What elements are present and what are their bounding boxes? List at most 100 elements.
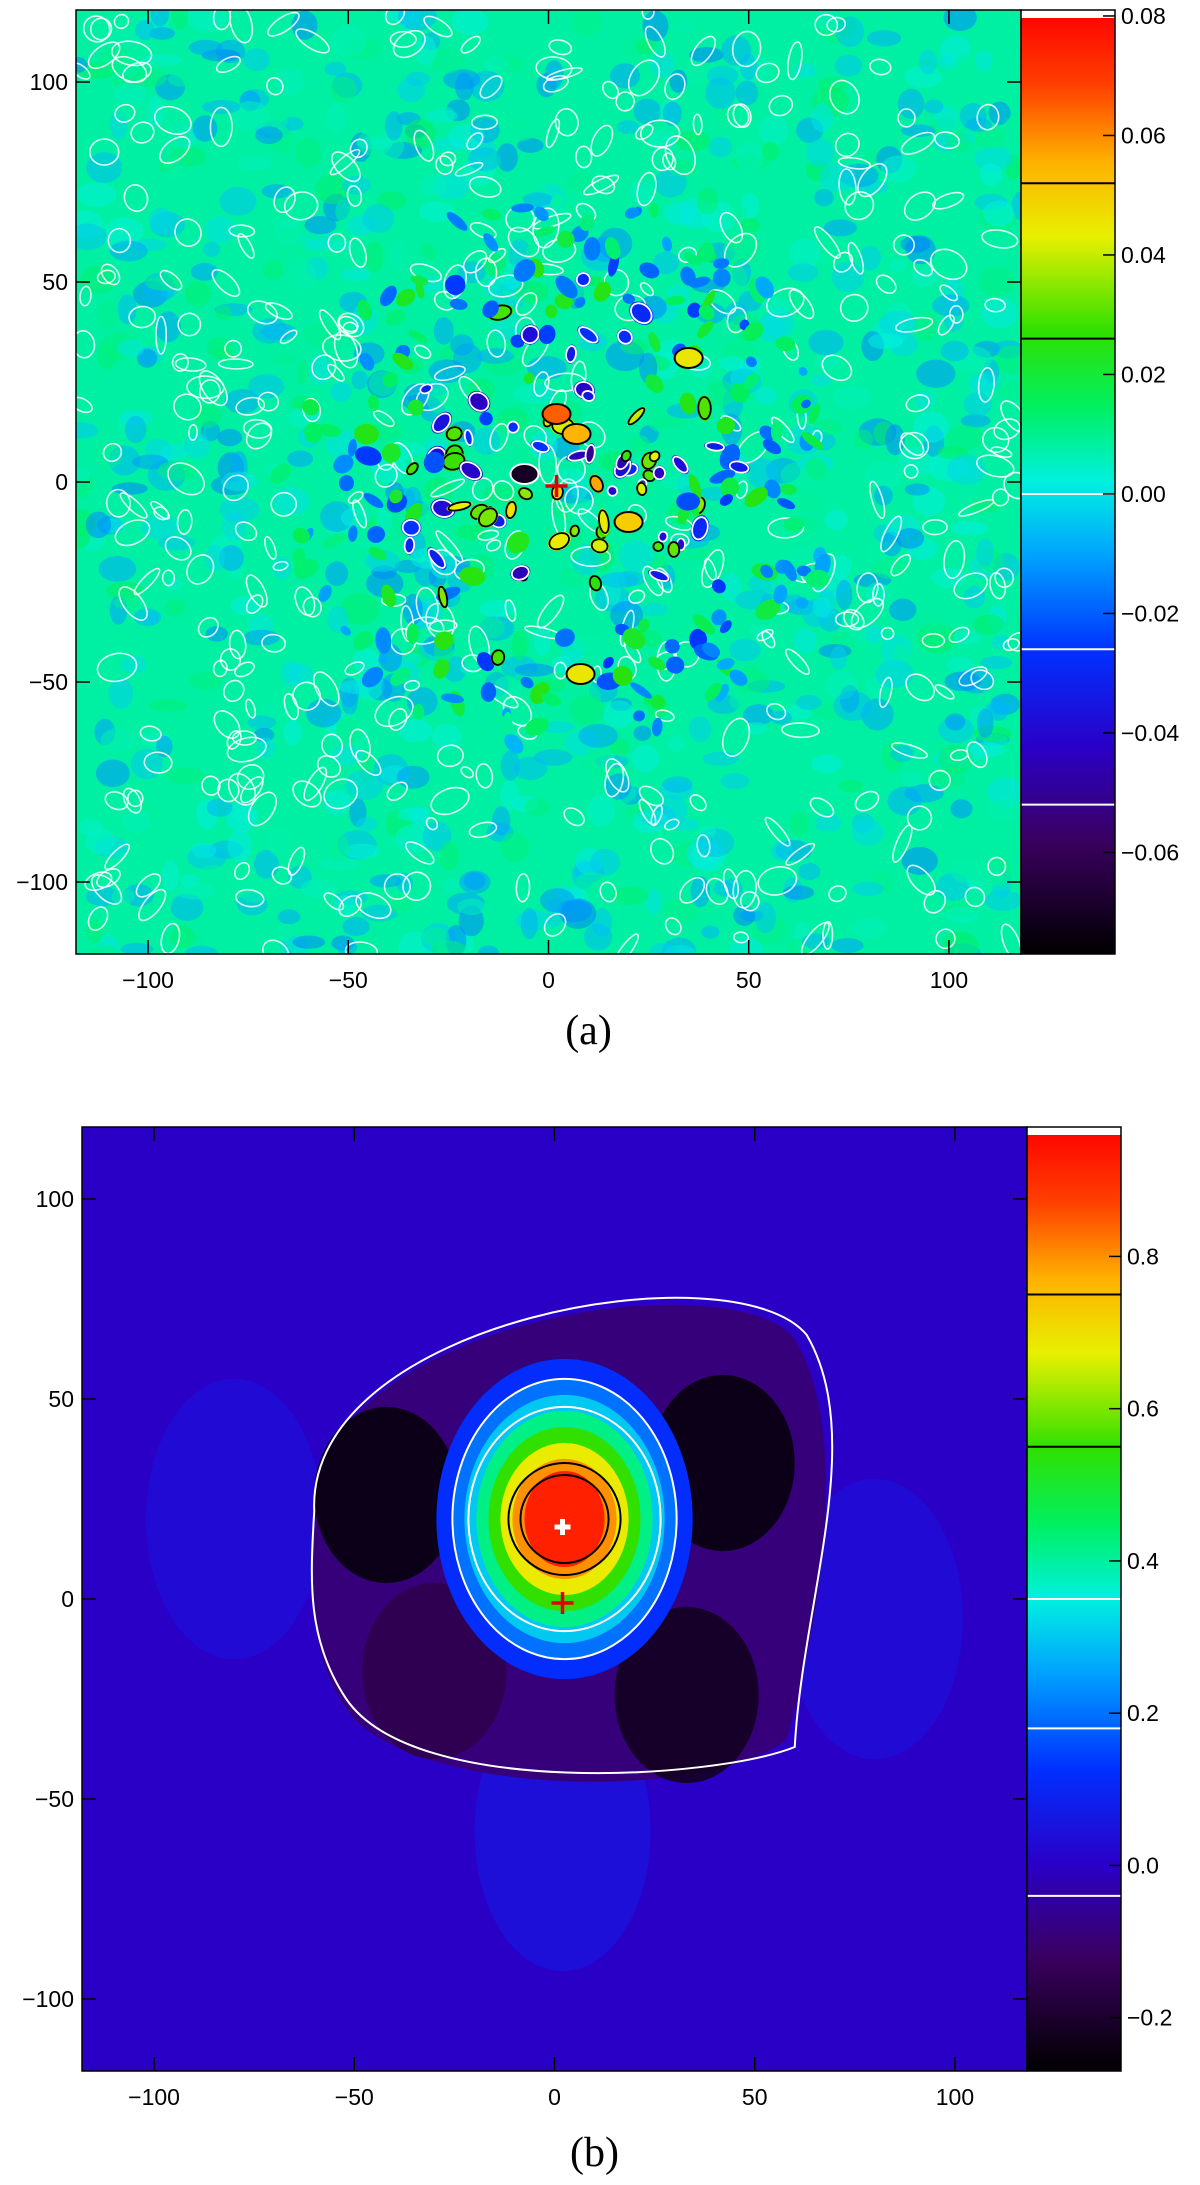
- heatmap-speckle: [763, 723, 792, 742]
- contour-level: [451, 1377, 678, 1661]
- heatmap-speckle: [112, 100, 139, 120]
- heatmap-feature: [379, 285, 397, 307]
- zero-contour: [582, 174, 620, 196]
- contour-level: [578, 326, 599, 344]
- x-tick-label: 100: [930, 967, 968, 993]
- zero-contour: [224, 339, 243, 358]
- heatmap-speckle: [852, 881, 884, 897]
- heatmap-speckle: [243, 48, 270, 72]
- heatmap-feature: [340, 625, 351, 636]
- heatmap-feature: [649, 203, 659, 218]
- heatmap-speckle: [325, 103, 347, 133]
- zero-contour: [279, 329, 298, 345]
- heatmap-feature: [541, 692, 562, 706]
- heatmap-speckle: [472, 427, 501, 456]
- heatmap-speckle: [713, 104, 736, 124]
- heatmap-speckle: [255, 126, 283, 144]
- heatmap-speckle: [514, 663, 555, 677]
- heatmap-speckle: [872, 557, 907, 580]
- heatmap-speckle: [889, 258, 907, 273]
- y-tick-label: 50: [48, 1386, 74, 1412]
- heatmap-speckle: [330, 381, 352, 402]
- zero-contour: [492, 480, 515, 501]
- heatmap-feature: [716, 658, 735, 670]
- zero-contour: [664, 73, 686, 101]
- heatmap-speckle: [705, 380, 736, 407]
- zero-contour: [515, 872, 531, 903]
- heatmap-speckle: [619, 540, 654, 573]
- heatmap-speckle: [450, 334, 474, 356]
- heatmap-speckle: [524, 798, 550, 817]
- contour-level: [432, 412, 452, 433]
- zero-contour: [766, 702, 787, 721]
- heatmap-feature: [511, 203, 535, 213]
- zero-contour: [488, 274, 524, 298]
- heatmap-feature: [711, 609, 727, 626]
- heatmap-speckle: [968, 742, 1005, 758]
- heatmap-speckle: [590, 848, 620, 876]
- zero-contour: [780, 722, 821, 739]
- zero-contour: [435, 530, 464, 563]
- zero-contour: [564, 485, 594, 515]
- zero-contour: [355, 892, 392, 920]
- heatmap-speckle: [335, 199, 353, 224]
- zero-contour: [892, 234, 916, 256]
- heatmap-feature: [406, 623, 419, 644]
- heatmap-speckle: [85, 919, 104, 945]
- zero-contour: [388, 707, 408, 731]
- heatmap-speckle: [616, 120, 640, 135]
- zero-contour: [295, 28, 330, 54]
- heatmap-feature: [545, 304, 558, 319]
- heatmap-feature: [624, 207, 640, 219]
- zero-contour: [975, 454, 1015, 478]
- y-tick-label: −50: [29, 669, 68, 695]
- heatmap-speckle: [603, 700, 635, 729]
- heatmap-feature: [361, 666, 384, 688]
- zero-contour: [635, 123, 654, 141]
- zero-contour: [167, 462, 205, 496]
- heatmap-speckle: [901, 770, 923, 787]
- contour-level: [477, 507, 498, 528]
- zero-contour: [934, 131, 961, 150]
- heatmap-speckle: [163, 156, 183, 180]
- heatmap-feature: [688, 474, 702, 499]
- heatmap-feature: [375, 627, 392, 654]
- heatmap-speckle: [215, 305, 232, 321]
- peak-mark: [562, 423, 591, 445]
- zero-contour: [87, 906, 109, 932]
- heatmap-speckle: [95, 759, 130, 788]
- zero-contour: [262, 939, 290, 954]
- zero-contour: [977, 366, 995, 403]
- zero-contour: [922, 519, 948, 536]
- heatmap-speckle: [702, 751, 740, 766]
- zero-contour: [96, 652, 138, 683]
- heatmap-speckle: [720, 572, 742, 602]
- heatmap-feature: [523, 372, 535, 385]
- zero-contour: [627, 59, 661, 97]
- zero-contour: [504, 599, 517, 622]
- heatmap-feature: [304, 422, 323, 444]
- zero-contour: [138, 888, 167, 922]
- heatmap-feature: [689, 276, 711, 288]
- heatmap-speckle: [798, 862, 821, 881]
- heatmap-speckle: [865, 625, 884, 644]
- zero-contour: [348, 237, 367, 268]
- heatmap-feature: [687, 302, 702, 318]
- colorbar-tick-label: 0.8: [1127, 1243, 1159, 1269]
- heatmap-feature: [557, 230, 575, 248]
- heatmap-speckle: [137, 348, 158, 368]
- heatmap-speckle: [612, 886, 649, 906]
- heatmap-feature: [536, 682, 550, 695]
- heatmap-speckle: [744, 722, 769, 735]
- heatmap-speckle: [762, 296, 792, 315]
- y-tick-label: 100: [30, 69, 68, 95]
- heatmap-speckle: [901, 846, 938, 875]
- zero-contour: [161, 569, 176, 587]
- contour-level: [569, 524, 580, 538]
- zero-contour: [929, 248, 968, 281]
- heatmap-speckle: [575, 872, 609, 892]
- heatmap-speckle: [675, 130, 711, 152]
- heatmap-speckle: [835, 579, 853, 610]
- heatmap-speckle: [92, 440, 123, 469]
- zero-contour: [436, 744, 464, 768]
